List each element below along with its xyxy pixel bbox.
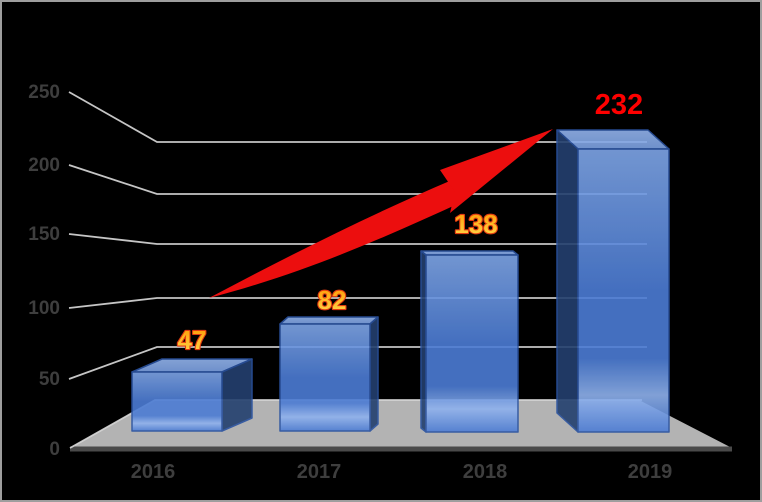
year-label-2017: 2017 [297, 461, 342, 483]
tick-label-150: 150 [28, 224, 60, 245]
bar-2017-side-face [369, 316, 379, 432]
tick-label-200: 200 [28, 155, 60, 176]
tick-label-100: 100 [28, 298, 60, 319]
y-axis-tick-labels: 250 200 150 100 50 0 [28, 82, 60, 460]
bars [131, 129, 670, 433]
gridline-150 [68, 233, 647, 245]
bar-2016 [131, 358, 253, 432]
trend-arrow-shaft [209, 180, 464, 298]
bar-2016-front-face [131, 371, 223, 432]
tick-label-250: 250 [28, 82, 60, 103]
bar-2019 [556, 129, 670, 433]
tick-label-0: 0 [49, 439, 60, 460]
bar-2017-top-face [279, 316, 379, 325]
x-axis-category-labels: 2016 2017 2018 2019 [131, 461, 673, 483]
value-label-2019: 232 [595, 89, 643, 121]
year-label-2019: 2019 [628, 461, 673, 483]
year-label-2016: 2016 [131, 461, 176, 483]
bar-2019-front-face [577, 148, 670, 433]
floor-front-edge [70, 446, 732, 452]
tick-label-50: 50 [39, 369, 60, 390]
bar-2017 [279, 316, 379, 432]
bar-2016-side-face [221, 358, 253, 432]
value-labels: 47 82 138 232 [176, 89, 643, 356]
bar-2018-front-face [425, 254, 519, 433]
trend-arrow-icon [209, 129, 553, 298]
value-label-2018: 138 [454, 209, 497, 239]
year-label-2018: 2018 [463, 461, 508, 483]
gridline-250 [68, 91, 647, 143]
bar-2017-front-face [279, 323, 371, 432]
gridline-200 [68, 164, 647, 195]
value-label-2016: 47 [178, 325, 207, 355]
value-label-2017: 82 [318, 285, 347, 315]
bar-2018 [420, 250, 519, 433]
bar-2019-side-face [556, 129, 579, 433]
trend-arrow-head [440, 129, 553, 213]
